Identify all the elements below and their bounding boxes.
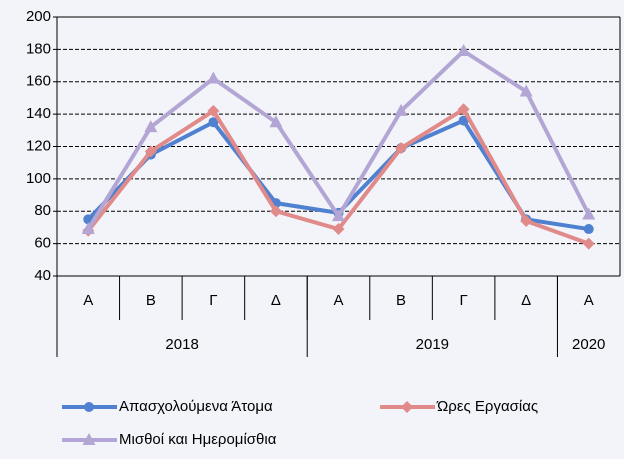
y-tick-label: 120: [26, 137, 51, 154]
point: [81, 222, 95, 235]
point: [332, 223, 345, 236]
point: [332, 209, 345, 222]
y-tick-label: 60: [34, 235, 51, 252]
point: [583, 224, 594, 235]
point: [395, 142, 408, 155]
y-tick-label: 200: [26, 8, 51, 25]
y-tick-label: 140: [26, 105, 51, 122]
legend-marker: [401, 401, 413, 413]
x-tick-label: Β: [146, 292, 156, 309]
point: [457, 43, 471, 56]
x-tick-label: Γ: [209, 292, 217, 309]
y-tick-label: 180: [26, 40, 51, 57]
point: [582, 237, 595, 250]
x-tick-label: Α: [584, 292, 594, 309]
x-tick-label: Γ: [459, 292, 467, 309]
point: [457, 103, 470, 116]
y-tick-label: 80: [34, 202, 51, 219]
x-tick-label: Β: [396, 292, 406, 309]
legend-label: Απασχολούμενα Άτομα: [119, 398, 273, 415]
legend-label: Ώρες Εργασίας: [436, 398, 538, 415]
point: [520, 214, 533, 227]
x-tick-label: Δ: [271, 292, 281, 309]
point: [208, 117, 219, 128]
point: [144, 120, 158, 133]
x-tick-label: Α: [83, 292, 93, 309]
point: [519, 84, 533, 97]
group-label: 2020: [572, 336, 605, 353]
group-label: 2019: [416, 336, 449, 353]
group-label: 2018: [165, 336, 198, 353]
legend-label: Μισθοί και Ημερομίσθια: [119, 431, 277, 448]
point: [394, 103, 408, 116]
y-tick-label: 40: [34, 267, 51, 284]
point: [206, 71, 220, 84]
y-tick-label: 160: [26, 73, 51, 90]
point: [269, 115, 283, 128]
legend-marker: [84, 402, 94, 412]
x-tick-label: Δ: [521, 292, 531, 309]
point: [207, 104, 220, 117]
point: [582, 207, 596, 220]
legend-marker: [82, 433, 96, 445]
x-tick-label: Α: [333, 292, 343, 309]
point: [144, 145, 157, 158]
y-tick-label: 100: [26, 170, 51, 187]
point: [269, 205, 282, 218]
point: [458, 115, 469, 126]
